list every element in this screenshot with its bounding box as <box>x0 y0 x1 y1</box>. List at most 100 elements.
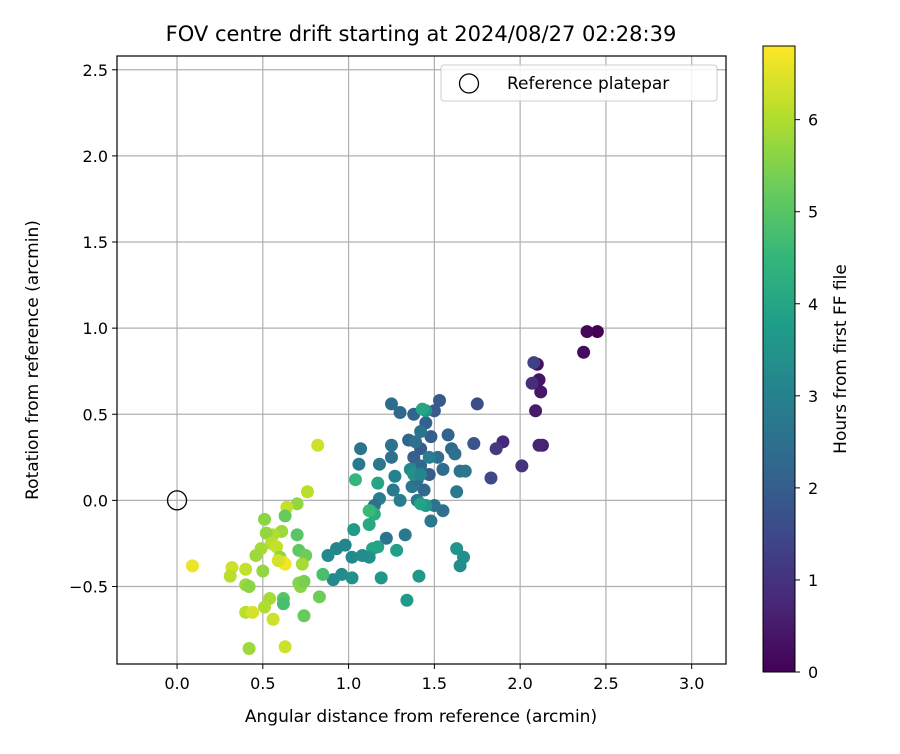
plot-frame <box>116 55 727 665</box>
data-point <box>424 430 438 444</box>
colorbar: 0 1 2 3 4 5 6 Hours from first FF file <box>762 45 851 682</box>
data-point <box>352 457 366 471</box>
legend-entry-reference: Reference platepar <box>507 74 669 94</box>
data-point <box>266 612 280 626</box>
data-point <box>450 485 464 499</box>
colorbar-tick-label: 5 <box>808 203 818 222</box>
data-point <box>390 543 404 557</box>
legend-reference-marker <box>458 73 480 94</box>
data-point <box>242 641 256 655</box>
data-point <box>223 569 237 583</box>
data-point <box>424 514 438 528</box>
data-point <box>354 442 368 456</box>
data-point <box>379 531 393 545</box>
data-point <box>316 567 330 581</box>
x-tick-label: 2.5 <box>593 674 618 693</box>
x-tick-label: 1.0 <box>336 674 361 693</box>
data-point <box>345 571 359 585</box>
x-tick-label: 1.5 <box>422 674 447 693</box>
data-point <box>386 483 400 497</box>
colorbar-tick-label: 3 <box>808 387 818 406</box>
reference-marker-layer <box>166 490 188 511</box>
data-point <box>271 554 285 568</box>
data-point <box>436 462 450 476</box>
data-point <box>441 428 455 442</box>
data-point <box>534 385 548 399</box>
data-point <box>453 559 467 573</box>
data-point <box>256 564 270 578</box>
data-point <box>525 376 539 390</box>
colorbar-tick-label: 1 <box>808 571 818 590</box>
data-point <box>374 571 388 585</box>
data-point <box>384 450 398 464</box>
data-point <box>470 397 484 411</box>
data-point <box>270 540 284 554</box>
data-point <box>384 438 398 452</box>
x-tick-label: 0.0 <box>164 674 189 693</box>
data-point <box>415 402 429 416</box>
colorbar-gradient <box>762 45 796 673</box>
y-axis-ticks: −0.5 0.0 0.5 1.0 1.5 2.0 2.5 <box>69 61 117 596</box>
data-point <box>527 356 541 370</box>
data-point <box>422 450 436 464</box>
y-tick-label: 2.5 <box>83 61 108 80</box>
data-point <box>259 526 273 540</box>
data-point <box>297 574 311 588</box>
colorbar-tick-label: 2 <box>808 479 818 498</box>
data-point <box>398 528 412 542</box>
data-point <box>532 438 546 452</box>
data-point <box>347 523 361 537</box>
data-point <box>489 442 503 456</box>
x-tick-label: 0.5 <box>250 674 275 693</box>
x-tick-label: 2.0 <box>507 674 532 693</box>
data-point <box>362 504 376 518</box>
data-point <box>249 548 263 562</box>
data-point <box>300 485 314 499</box>
x-axis-ticks: 0.0 0.5 1.0 1.5 2.0 2.5 3.0 <box>164 664 704 693</box>
data-point <box>297 609 311 623</box>
data-point <box>414 468 428 482</box>
data-point <box>433 393 447 407</box>
data-point <box>393 493 407 507</box>
y-tick-label: 1.0 <box>83 319 108 338</box>
data-point <box>185 559 199 573</box>
colorbar-ticks: 0 1 2 3 4 5 6 <box>795 111 818 682</box>
data-point <box>290 497 304 511</box>
data-point <box>278 509 292 523</box>
data-point <box>580 325 594 339</box>
data-point <box>242 579 256 593</box>
data-point <box>312 590 326 604</box>
data-point <box>384 397 398 411</box>
data-point <box>345 550 359 564</box>
data-point <box>295 557 309 571</box>
data-point <box>278 640 292 654</box>
chart-title: FOV centre drift starting at 2024/08/27 … <box>166 22 677 46</box>
reference-platepar-marker <box>166 490 188 511</box>
data-point <box>348 473 362 487</box>
y-tick-label: 0.0 <box>83 491 108 510</box>
data-point <box>393 406 407 420</box>
data-point <box>276 597 290 611</box>
x-tick-label: 3.0 <box>679 674 704 693</box>
data-point <box>321 548 335 562</box>
data-point <box>417 483 431 497</box>
y-axis-label: Rotation from reference (arcmin) <box>23 220 43 500</box>
data-point <box>515 459 529 473</box>
data-point <box>458 464 472 478</box>
legend-box <box>440 64 718 102</box>
data-point <box>412 569 426 583</box>
data-point <box>408 435 422 449</box>
data-point <box>258 600 272 614</box>
data-point <box>239 562 253 576</box>
data-point <box>400 593 414 607</box>
data-point <box>290 528 304 542</box>
data-point <box>414 424 428 438</box>
data-point <box>371 476 385 490</box>
data-point <box>529 404 543 418</box>
data-point <box>448 447 462 461</box>
colorbar-tick-label: 0 <box>808 663 818 682</box>
y-tick-label: 2.0 <box>83 147 108 166</box>
colorbar-label: Hours from first FF file <box>831 264 851 454</box>
